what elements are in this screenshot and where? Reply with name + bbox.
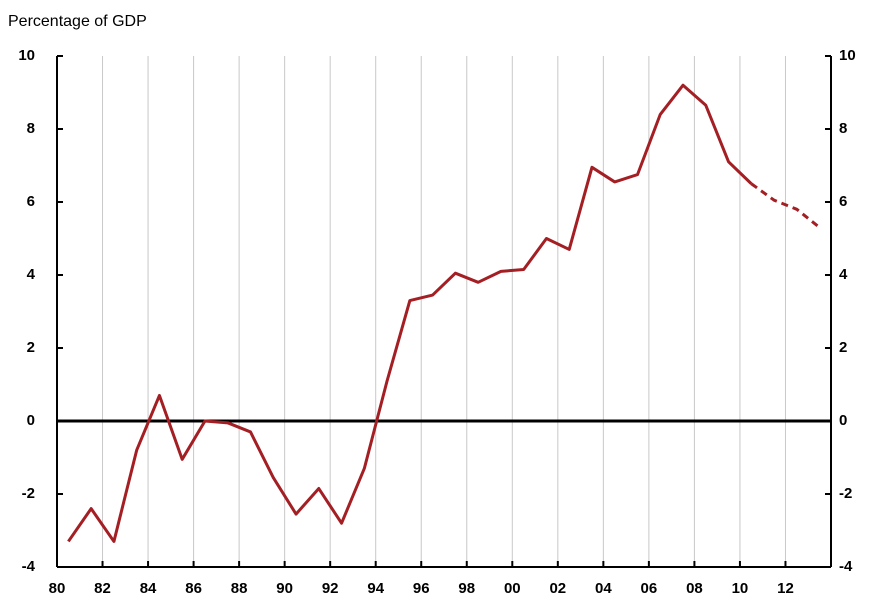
x-tick-label: 12	[777, 580, 794, 597]
y-tick-label: -2	[22, 485, 35, 502]
x-tick-label: 82	[94, 580, 111, 597]
x-tick-label: 04	[595, 580, 612, 597]
y2-tick-label: 10	[839, 47, 856, 64]
x-tick-label: 00	[504, 580, 521, 597]
x-tick-label: 80	[49, 580, 66, 597]
x-tick-label: 84	[140, 580, 157, 597]
x-tick-label: 10	[732, 580, 749, 597]
y2-tick-label: 4	[839, 266, 848, 283]
x-tick-label: 08	[686, 580, 703, 597]
y2-tick-label: 8	[839, 120, 847, 137]
y-tick-label: 6	[27, 193, 35, 210]
line-projected	[750, 182, 821, 229]
x-tick-label: 90	[276, 580, 293, 597]
x-tick-label: 02	[549, 580, 566, 597]
y2-tick-label: 2	[839, 339, 847, 356]
y-tick-label: 4	[27, 266, 36, 283]
x-tick-label: 98	[458, 580, 475, 597]
y2-tick-label: -2	[839, 485, 852, 502]
line-actual	[67, 83, 753, 543]
x-tick-label: 88	[231, 580, 248, 597]
y-tick-label: 2	[27, 339, 35, 356]
y2-tick-label: 6	[839, 193, 847, 210]
y-tick-label: 8	[27, 120, 35, 137]
y-tick-label: 10	[18, 47, 35, 64]
y2-tick-label: 0	[839, 412, 847, 429]
x-tick-label: 92	[322, 580, 339, 597]
y-tick-label: 0	[27, 412, 35, 429]
y-tick-label: -4	[22, 558, 36, 575]
x-tick-label: 86	[185, 580, 202, 597]
y2-tick-label: -4	[839, 558, 853, 575]
x-tick-label: 06	[641, 580, 658, 597]
x-tick-label: 96	[413, 580, 430, 597]
y-axis-title: Percentage of GDP	[8, 13, 147, 30]
x-tick-label: 94	[367, 580, 384, 597]
